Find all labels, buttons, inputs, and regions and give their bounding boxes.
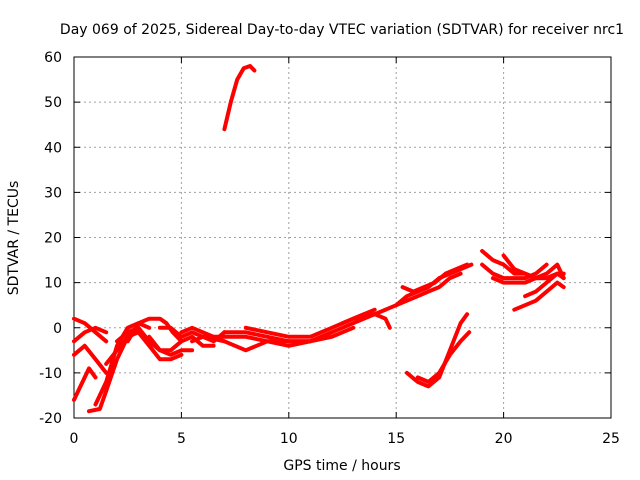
x-tick-label: 20 — [495, 431, 513, 447]
series-arc-3 — [72, 343, 109, 375]
y-tick-label: 0 — [53, 321, 62, 337]
series-arc-23 — [404, 312, 470, 389]
series-arc-24 — [415, 330, 472, 384]
y-tick-labels: -20 -10 0 10 20 30 40 50 60 — [39, 50, 62, 427]
series-arc-26 — [480, 262, 549, 281]
y-tick-label: 10 — [44, 276, 62, 292]
series-arc-30 — [523, 271, 566, 299]
x-tick-label: 25 — [602, 431, 620, 447]
y-tick-label: 20 — [44, 231, 62, 247]
y-tick-label: -20 — [39, 411, 62, 427]
x-tick-label: 15 — [387, 431, 405, 447]
y-tick-label: 40 — [44, 140, 62, 156]
series-arc-11 — [157, 325, 227, 344]
series-arc-22 — [400, 262, 470, 294]
series-arc-10 — [147, 334, 216, 353]
series-arc-19 — [351, 307, 388, 321]
axis-ticks — [73, 56, 612, 419]
series-arc-1 — [72, 316, 109, 344]
x-tick-label: 0 — [70, 431, 79, 447]
series-arc-17 — [222, 64, 257, 132]
series-arc-2 — [72, 325, 109, 344]
grid — [74, 57, 611, 418]
y-tick-label: -10 — [39, 366, 62, 382]
y-tick-label: 30 — [44, 185, 62, 201]
y-tick-label: 60 — [44, 50, 62, 66]
series-arc-15 — [222, 312, 377, 344]
series-arc-21 — [394, 271, 463, 308]
chart-title: Day 069 of 2025, Sidereal Day-to-day VTE… — [60, 22, 624, 38]
data-series — [72, 64, 566, 414]
series-arc-29 — [512, 280, 566, 312]
series-arc-7 — [104, 330, 184, 366]
y-axis-label: SDTVAR / TECUs — [6, 181, 22, 296]
x-tick-label: 10 — [280, 431, 298, 447]
series-arc-4 — [72, 366, 98, 402]
y-tick-label: 50 — [44, 95, 62, 111]
x-tick-labels: 0 5 10 15 20 25 — [70, 431, 620, 447]
series-arc-14 — [200, 325, 356, 348]
x-tick-label: 5 — [177, 431, 186, 447]
series-arc-9 — [125, 316, 184, 344]
x-axis-label: GPS time / hours — [283, 458, 400, 474]
series-arc-27 — [490, 262, 566, 285]
